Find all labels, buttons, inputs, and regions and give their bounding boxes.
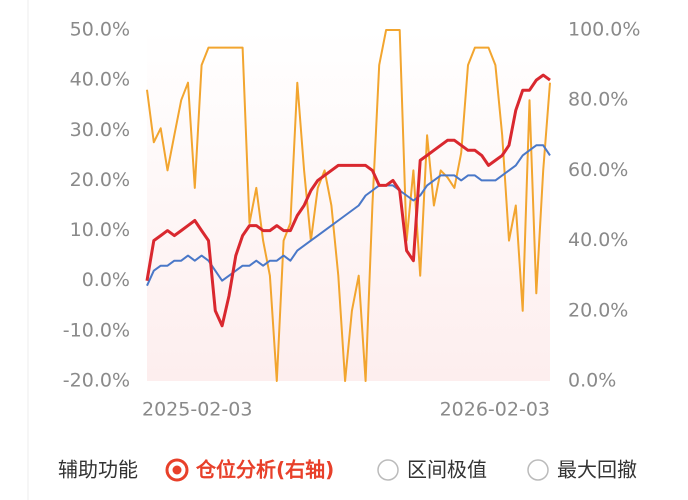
x-tick-label: 2026-02-03 [440, 399, 550, 421]
aux-controls: 辅助功能 仓位分析(右轴) 区间极值 最大回撤 [58, 458, 637, 482]
y2-tick-label: 20.0% [568, 299, 628, 321]
y-tick-label: 50.0% [70, 19, 130, 41]
y2-tick-label: 80.0% [568, 89, 628, 111]
y2-tick-label: 60.0% [568, 159, 628, 181]
series-line [146, 144, 551, 287]
plot-area [147, 30, 550, 381]
y-tick-label: -20.0% [63, 370, 130, 392]
y-tick-label: 40.0% [70, 69, 130, 91]
y-tick-label: -10.0% [63, 319, 130, 341]
radio-label: 最大回撤 [557, 458, 637, 482]
radio-option[interactable]: 仓位分析(右轴) [165, 458, 334, 482]
aux-label: 辅助功能 [58, 458, 138, 482]
radio [527, 459, 549, 481]
y2-tick-label: 40.0% [568, 229, 628, 251]
y-tick-label: 0.0% [82, 269, 130, 291]
radio-label: 仓位分析(右轴) [195, 458, 334, 482]
radio-option[interactable]: 最大回撤 [527, 458, 637, 482]
y-tick-label: 20.0% [70, 169, 130, 191]
radio-label: 区间极值 [407, 458, 487, 482]
series-line [145, 73, 551, 328]
y-tick-label: 10.0% [70, 219, 130, 241]
radio-option[interactable]: 区间极值 [377, 458, 487, 482]
y-tick-label: 30.0% [70, 119, 130, 141]
radio-dot [172, 465, 182, 475]
y2-tick-label: 100.0% [568, 19, 640, 41]
series-line [146, 29, 551, 382]
y2-tick-label: 0.0% [568, 370, 616, 392]
radio [377, 459, 399, 481]
x-tick-label: 2025-02-03 [142, 399, 252, 421]
